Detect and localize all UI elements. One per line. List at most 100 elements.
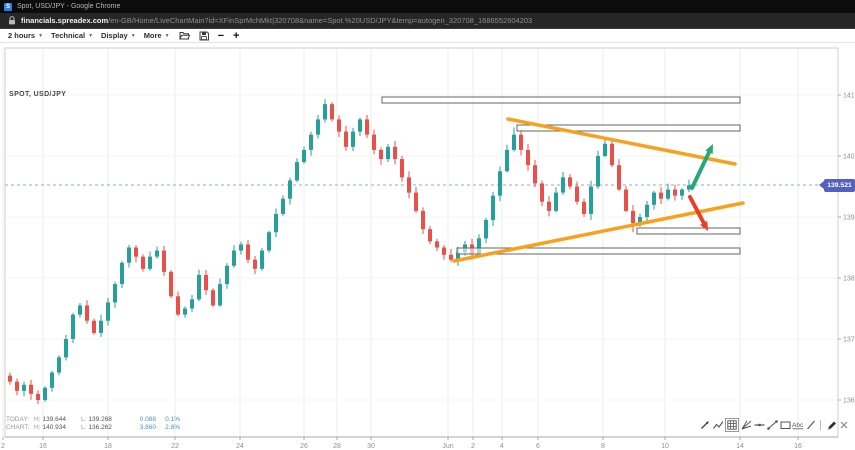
tool-text-icon[interactable]: Abc (792, 419, 804, 431)
candle-body (547, 201, 551, 211)
symbol-label: SPOT, USD/JPY (9, 91, 67, 98)
x-tick-label: 4 (500, 443, 504, 450)
y-tick-label: 139 (843, 215, 855, 222)
candle-body (589, 186, 593, 214)
candle-body (344, 131, 348, 147)
candle-body (421, 210, 425, 230)
candle-body (337, 119, 341, 132)
candle-body (428, 229, 432, 242)
open-folder-icon[interactable] (178, 31, 190, 40)
trendline[interactable] (506, 117, 737, 166)
legend-low: L: 136.262 (81, 424, 112, 431)
x-tick-label: 26 (300, 443, 308, 450)
address-bar[interactable]: financials.spreadex.com/en-GB/Home/LiveC… (0, 13, 855, 29)
tool-polyline-icon[interactable] (712, 419, 724, 431)
candle-body (414, 192, 418, 211)
text-tool-glyph: Abc (792, 422, 804, 429)
chart-legend: TODAY: H: 139.644 L: 139.268 0.088 0.1% CH… (6, 416, 180, 432)
resistance-zone-rectangle[interactable] (381, 96, 741, 104)
toolbar-divider (820, 420, 821, 430)
candle-body (442, 247, 446, 255)
x-tick-label: 30 (367, 443, 375, 450)
candle-body (680, 189, 684, 196)
x-tick-label: 16 (39, 443, 47, 450)
candle-body (127, 247, 131, 263)
candle-body (99, 320, 103, 333)
candle-body (484, 220, 488, 239)
tool-trendline-segment-icon[interactable] (766, 419, 778, 431)
url-text[interactable]: financials.spreadex.com/en-GB/Home/LiveC… (21, 16, 532, 25)
candle-body (78, 305, 82, 315)
technical-label: Technical (51, 31, 86, 40)
resistance-zone-rectangle[interactable] (636, 227, 741, 235)
tool-fib-grid-icon[interactable] (725, 418, 739, 432)
candle-body (505, 149, 509, 172)
timeframe-label: 2 hours (8, 31, 36, 40)
timeframe-dropdown[interactable]: 2 hours ▼ (8, 31, 43, 40)
tool-pointer-icon[interactable] (699, 419, 711, 431)
candle-body (519, 134, 523, 150)
legend-row-chart: CHART: H: 140.934 L: 136.262 3.860 2.8% (6, 424, 180, 432)
tool-trend-angle-icon[interactable] (740, 419, 752, 431)
candle-body (176, 296, 180, 315)
legend-change-pct: 0.1% (165, 416, 180, 423)
window-title-bar: S Spot, USD/JPY - Google Chrome (0, 0, 855, 13)
tool-rectangle-icon[interactable] (779, 419, 791, 431)
tool-horizontal-line-icon[interactable] (753, 419, 765, 431)
arrow-up[interactable] (690, 148, 712, 190)
candle-body (36, 393, 40, 400)
candle-body (400, 159, 404, 178)
lock-icon (8, 16, 16, 25)
candle-body (582, 201, 586, 214)
candle-body (309, 134, 313, 150)
trendline[interactable] (452, 201, 745, 263)
chevron-down-icon: ▼ (130, 32, 136, 39)
candle-body (393, 146, 397, 160)
resistance-zone-rectangle[interactable] (516, 124, 741, 132)
candle-body (106, 302, 110, 321)
candle-body (610, 143, 614, 166)
candle-body (596, 156, 600, 187)
candle-body (323, 104, 327, 120)
resistance-zone-rectangle[interactable] (456, 247, 741, 255)
tool-ray-icon[interactable] (805, 419, 817, 431)
arrow-down[interactable] (688, 195, 707, 227)
more-dropdown[interactable]: More ▼ (144, 31, 170, 40)
y-tick-label: 137 (843, 337, 855, 344)
candle-body (477, 238, 481, 254)
candle-body (659, 192, 663, 199)
legend-row-today: TODAY: H: 139.644 L: 139.268 0.088 0.1% (6, 416, 180, 424)
y-tick-label: 138 (843, 276, 855, 283)
candle-body (183, 308, 187, 315)
candle-body (281, 198, 285, 214)
candle-body (624, 189, 628, 211)
candle-body (666, 189, 670, 199)
tool-pen-icon[interactable] (825, 419, 837, 431)
candle-body (267, 232, 271, 251)
tool-close-icon[interactable] (838, 419, 850, 431)
zoom-out-icon[interactable]: − (217, 29, 224, 42)
candle-body (120, 262, 124, 285)
y-tick-label: 136 (843, 398, 855, 405)
zoom-in-icon[interactable]: + (233, 29, 240, 42)
legend-change-pct: 2.8% (165, 424, 180, 431)
candle-body (288, 180, 292, 199)
save-icon[interactable] (199, 31, 209, 41)
chevron-down-icon: ▼ (38, 32, 44, 39)
candle-body (295, 162, 299, 181)
chart-area: 141 140 139 138 137 136 2 16 18 22 24 26 28 30 Jun 2 4 6 8… (0, 43, 855, 450)
candle-body (540, 183, 544, 202)
candle-body (274, 213, 278, 233)
candle-body (575, 186, 579, 202)
legend-change: 3.860 (139, 424, 156, 431)
candle-body (379, 149, 383, 160)
candle-body (631, 210, 635, 224)
technical-dropdown[interactable]: Technical ▼ (51, 31, 93, 40)
favicon: S (4, 2, 12, 11)
display-dropdown[interactable]: Display ▼ (101, 31, 136, 40)
x-tick-label: 6 (536, 443, 540, 450)
candle-body (134, 247, 138, 257)
candle-body (22, 384, 26, 391)
candle-body (260, 250, 264, 269)
